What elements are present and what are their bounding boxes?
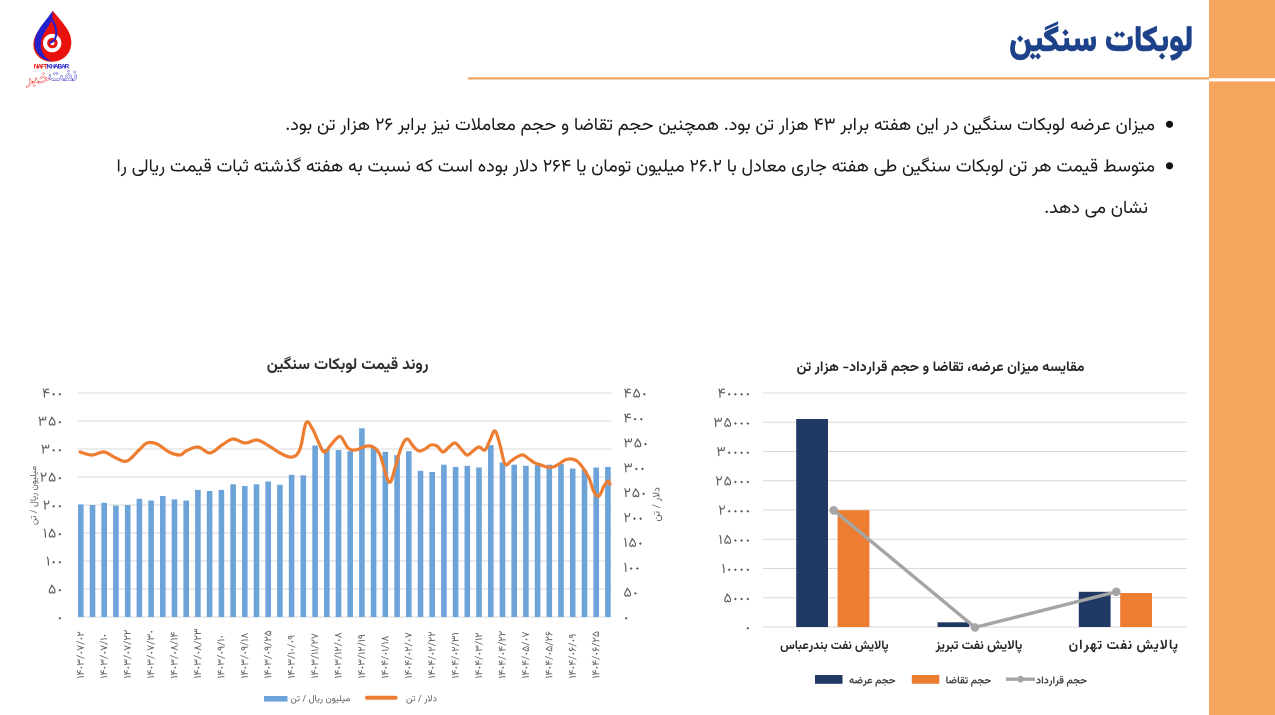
svg-text:NAFTKHABAR: NAFTKHABAR: [34, 63, 70, 70]
